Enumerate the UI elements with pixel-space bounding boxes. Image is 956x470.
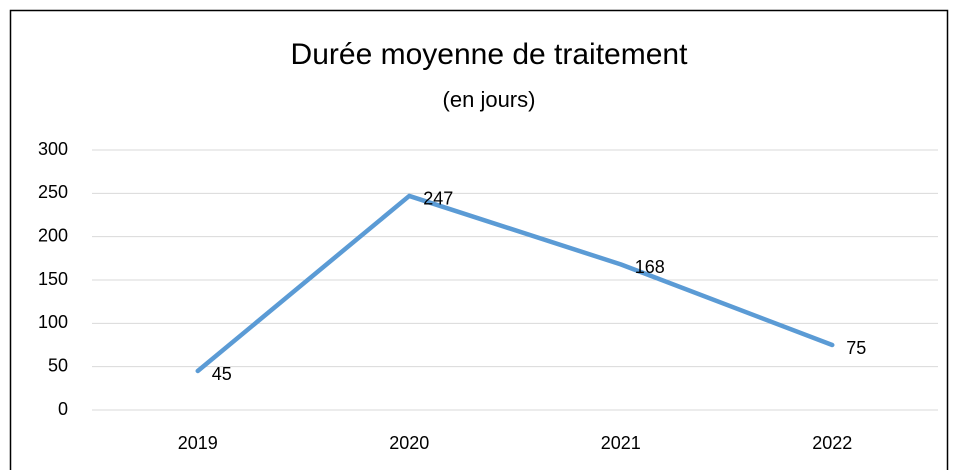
x-tick-label: 2019	[178, 433, 218, 453]
chart-border	[9, 9, 949, 470]
x-tick-label: 2021	[601, 433, 641, 453]
data-label: 75	[846, 338, 866, 358]
y-tick-label: 150	[38, 269, 68, 289]
data-line	[195, 193, 835, 374]
data-label: 247	[423, 189, 453, 209]
y-tick-label: 300	[38, 139, 68, 159]
chart-subtitle: (en jours)	[443, 87, 536, 112]
x-tick-label: 2020	[389, 433, 429, 453]
y-tick-label: 200	[38, 225, 68, 245]
chart-title: Durée moyenne de traitement	[291, 38, 689, 71]
data-label: 168	[635, 257, 665, 277]
y-tick-label: 100	[38, 312, 68, 332]
y-tick-label: 0	[58, 399, 68, 419]
y-tick-label: 250	[38, 182, 68, 202]
x-tick-label: 2022	[812, 433, 852, 453]
data-label: 45	[212, 364, 232, 384]
y-tick-label: 50	[48, 355, 68, 375]
